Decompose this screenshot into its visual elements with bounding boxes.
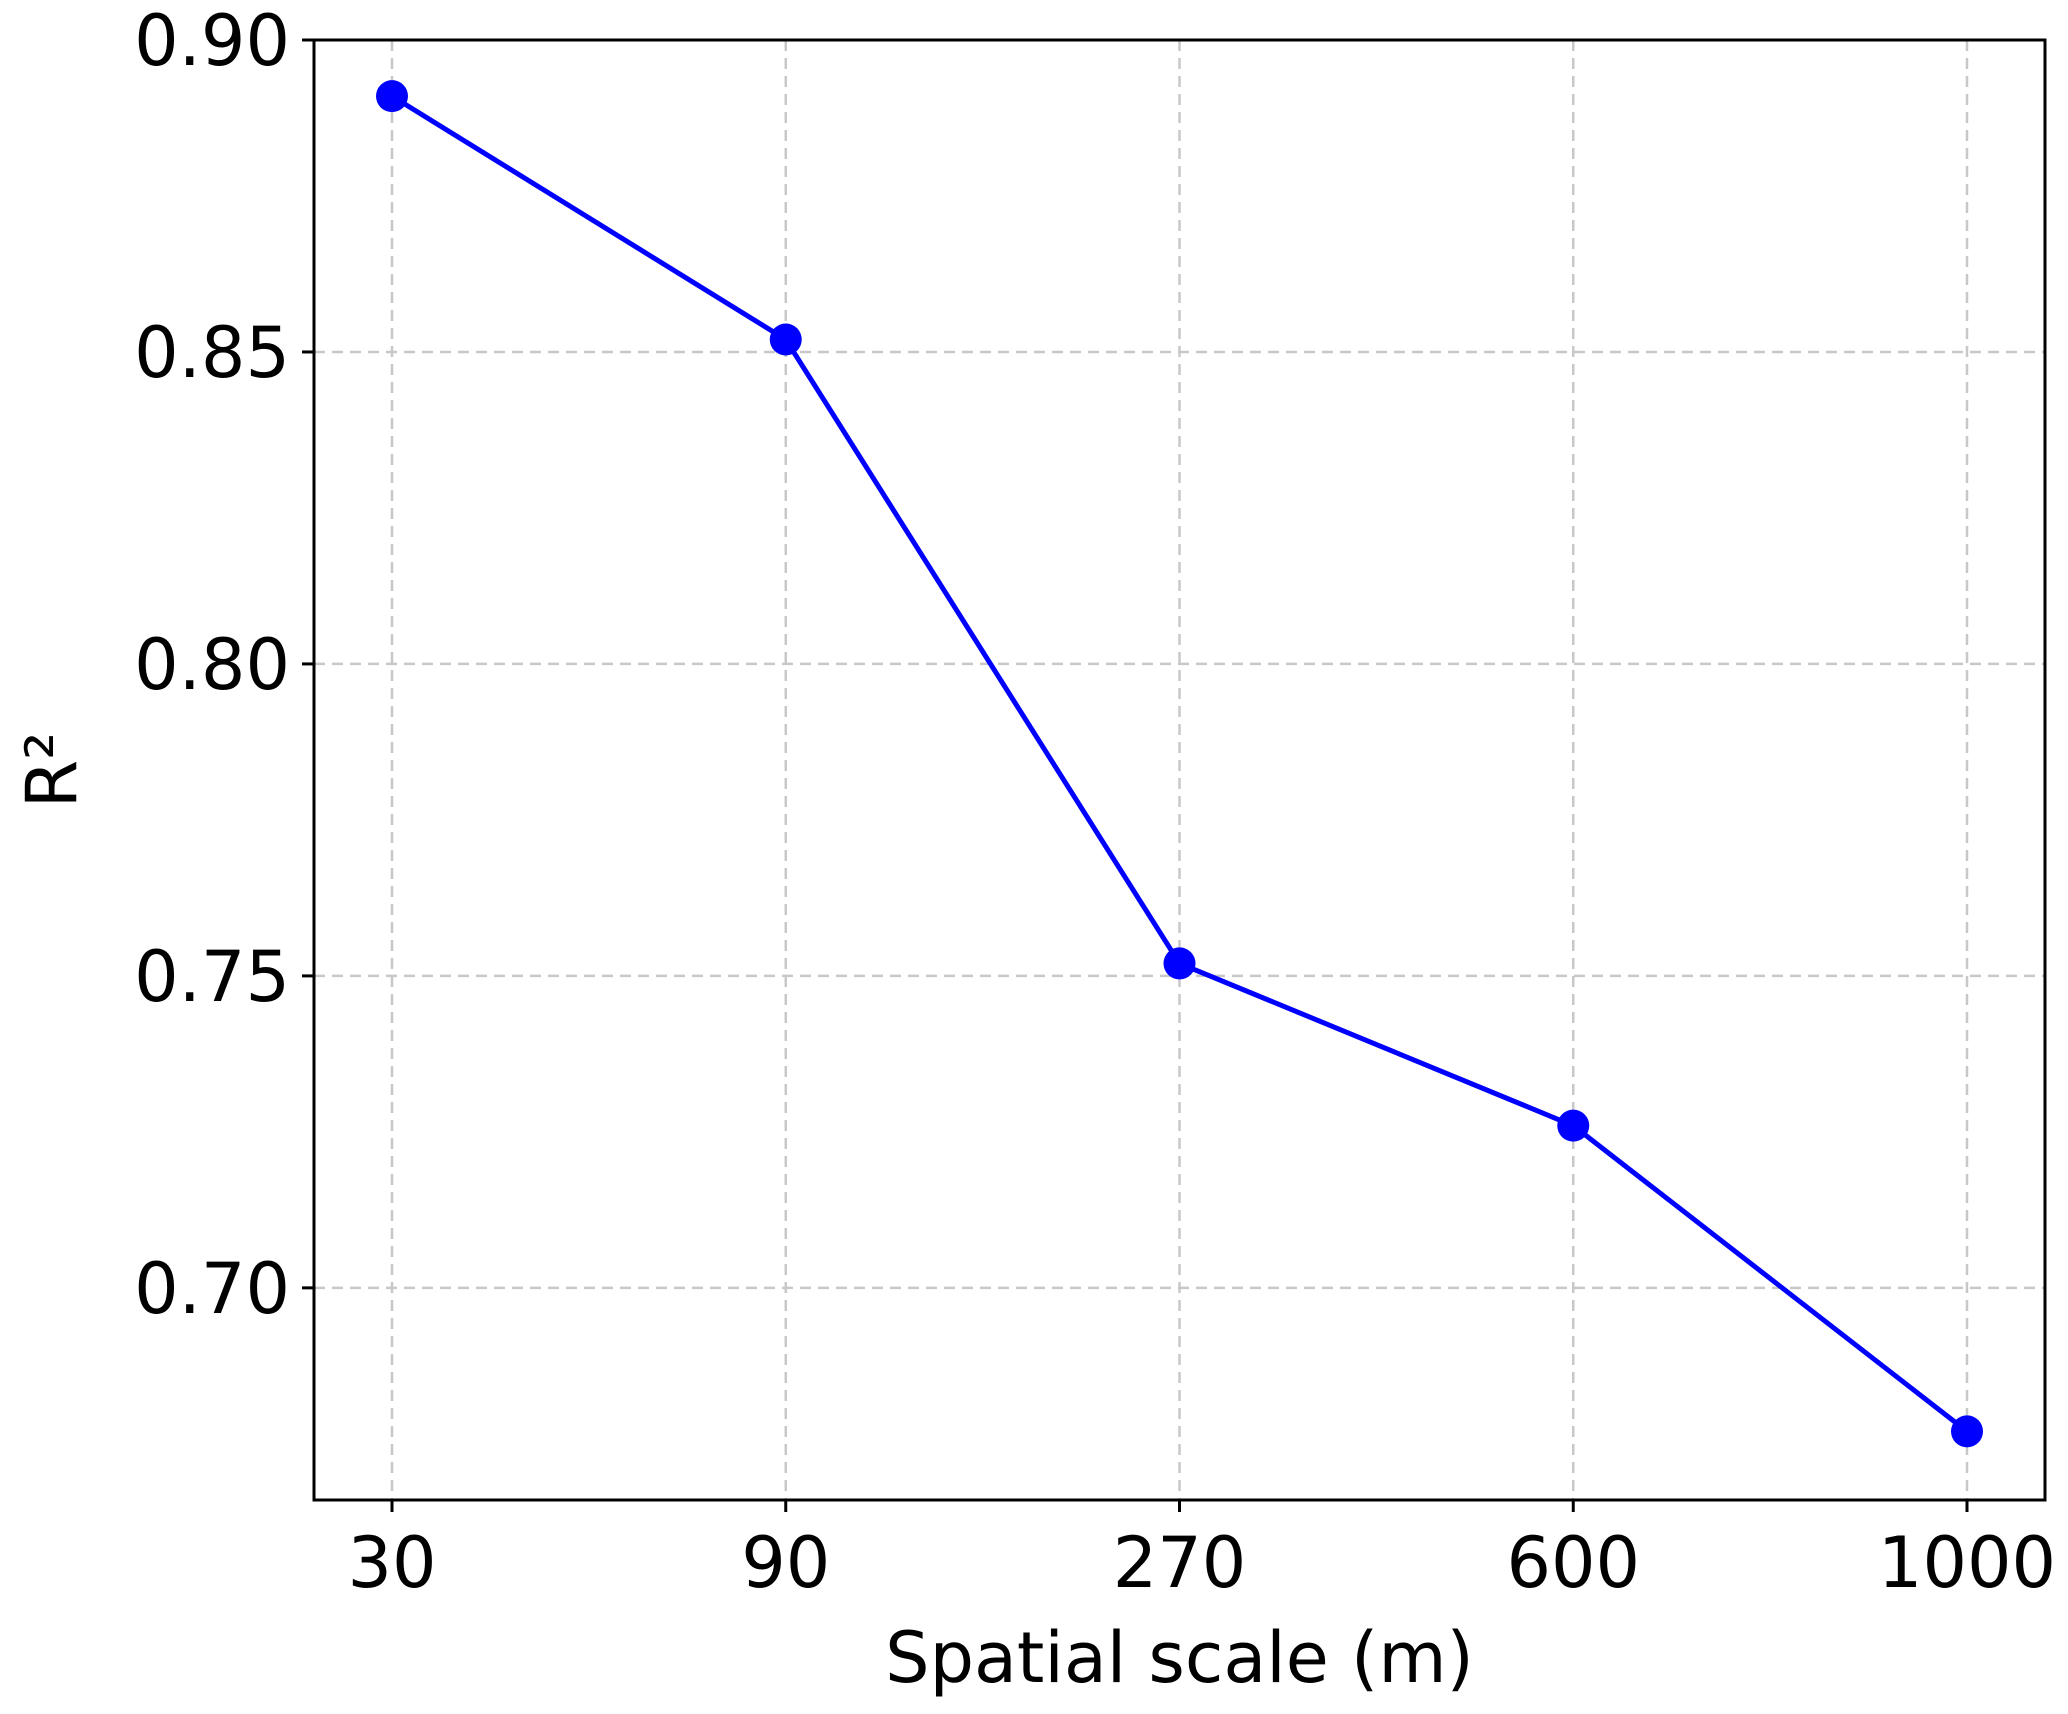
- data-point: [769, 323, 802, 356]
- y-tick-label: 0.85: [134, 312, 290, 394]
- x-tick-label: 30: [347, 1522, 436, 1604]
- data-point: [1163, 947, 1196, 980]
- x-tick-label: 90: [741, 1522, 830, 1604]
- y-tick-label: 0.80: [134, 624, 290, 706]
- data-point: [1557, 1109, 1590, 1142]
- data-point: [376, 80, 408, 113]
- x-tick-label: 600: [1506, 1522, 1640, 1604]
- y-axis-label: R²: [11, 732, 93, 809]
- y-tick-label: 0.90: [134, 0, 290, 82]
- x-axis-label: Spatial scale (m): [885, 1617, 1474, 1699]
- x-tick-labels: 30 90 270 600 1000: [347, 1522, 2056, 1604]
- y-tick-label: 0.70: [134, 1248, 290, 1330]
- y-tick-labels: 0.70 0.75 0.80 0.85 0.90: [134, 0, 290, 1330]
- x-tick-label: 270: [1113, 1522, 1247, 1604]
- x-tick-label: 1000: [1878, 1522, 2056, 1604]
- data-point: [1951, 1415, 1983, 1448]
- grid: [314, 38, 2045, 1500]
- y-tick-label: 0.75: [134, 936, 290, 1018]
- series-layer: [376, 80, 1983, 1448]
- tick-marks: [302, 38, 1969, 1512]
